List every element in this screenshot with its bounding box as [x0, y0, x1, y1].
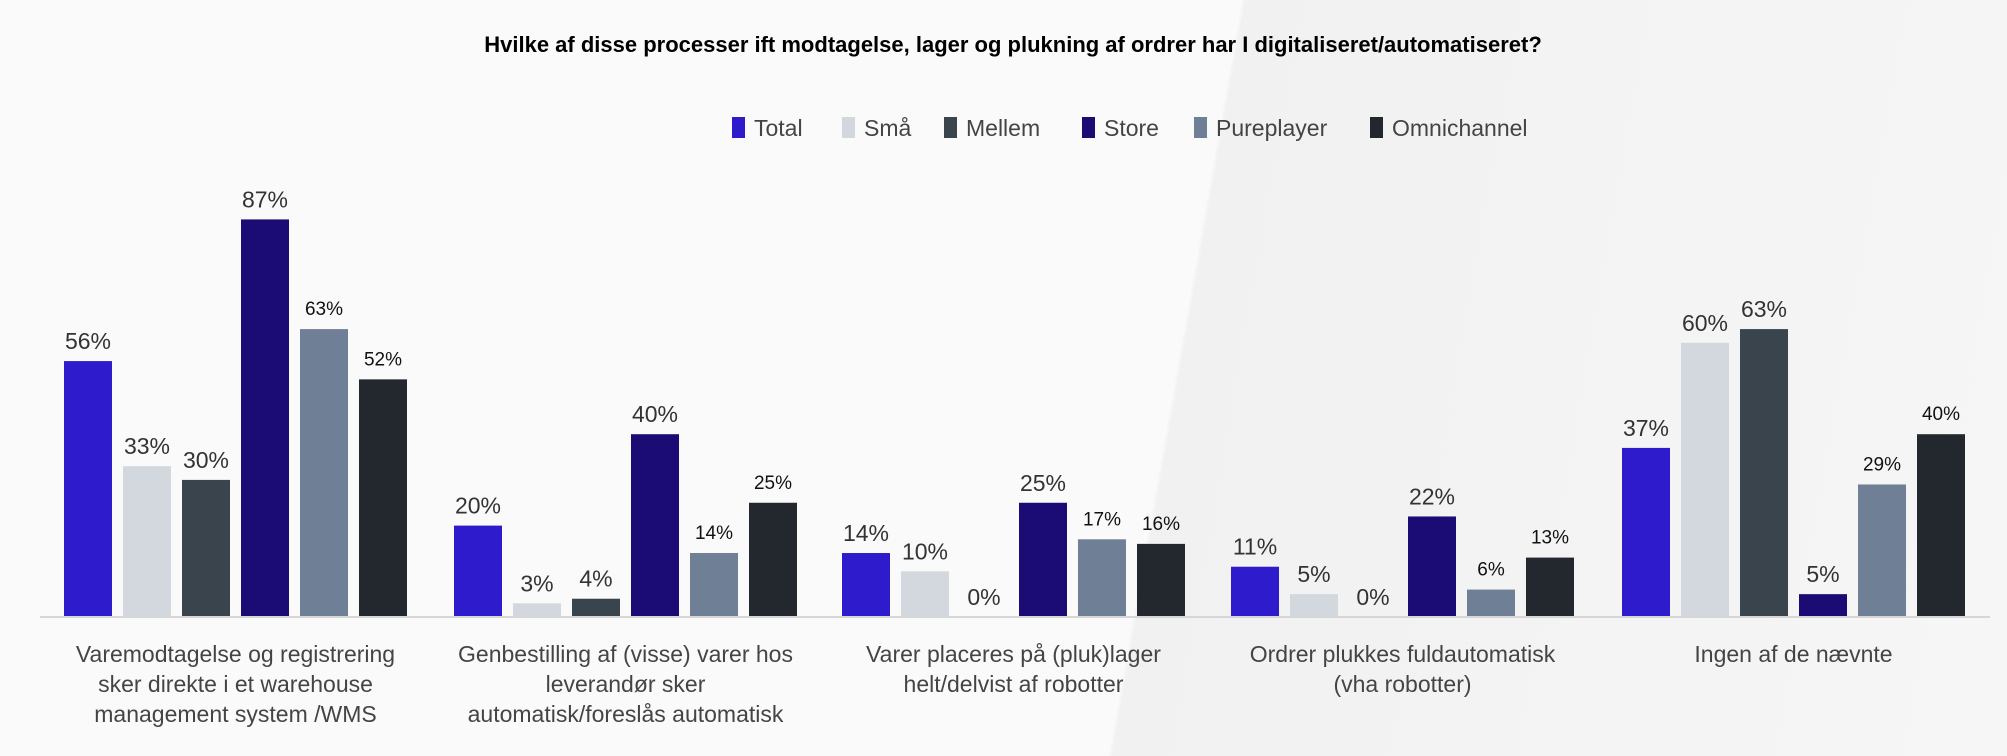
- bar: [1290, 594, 1338, 617]
- bar: [1740, 329, 1788, 617]
- bar: [513, 603, 561, 617]
- bars: 56% 33% 30% 87% 63% 52% 20% 3% 4% 40% 14% 25% 14% 10%…: [64, 186, 1965, 617]
- bar: [241, 219, 289, 617]
- legend-label: Pureplayer: [1216, 115, 1328, 141]
- legend-swatch-mellem: [944, 117, 957, 138]
- bar: [300, 329, 348, 617]
- data-label: 3%: [520, 570, 553, 596]
- category-label: Genbestilling af (visse) varer hos levera…: [458, 641, 793, 727]
- legend-swatch-store: [1082, 117, 1095, 138]
- bar: [359, 379, 407, 617]
- bar: [631, 434, 679, 617]
- data-label: 63%: [305, 299, 343, 320]
- data-label: 0%: [967, 584, 1000, 610]
- data-label: 13%: [1531, 528, 1569, 549]
- category-labels: Varemodtagelse og registrering sker direk…: [76, 641, 1893, 727]
- bar: [454, 525, 502, 617]
- bar: [690, 553, 738, 617]
- bar: [1858, 484, 1906, 617]
- data-label: 60%: [1682, 310, 1728, 336]
- chart-title: Hvilke af disse processer ift modtagelse…: [484, 32, 1542, 57]
- bar: [1078, 539, 1126, 617]
- data-label: 37%: [1623, 415, 1669, 441]
- data-label: 25%: [1020, 470, 1066, 496]
- legend-swatch-omnichannel: [1370, 117, 1383, 138]
- category-label: Ordrer plukkes fuldautomatisk (vha robott…: [1250, 641, 1556, 697]
- bar: [182, 479, 230, 617]
- bar: [1917, 434, 1965, 617]
- legend-label: Omnichannel: [1392, 115, 1528, 141]
- data-label: 52%: [364, 349, 402, 370]
- data-label: 63%: [1741, 296, 1787, 322]
- bar: [749, 502, 797, 617]
- legend-swatch-små: [842, 117, 855, 138]
- bar: [1681, 342, 1729, 617]
- data-label: 4%: [579, 566, 612, 592]
- data-label: 22%: [1409, 483, 1455, 509]
- data-label: 20%: [455, 493, 501, 519]
- data-label: 5%: [1297, 561, 1330, 587]
- data-label: 5%: [1806, 561, 1839, 587]
- bar: [1231, 566, 1279, 617]
- bar: [1799, 594, 1847, 617]
- data-label: 14%: [695, 523, 733, 544]
- category-label: Varer placeres på (pluk)lager helt/delvis…: [866, 641, 1161, 697]
- legend-swatch-total: [732, 117, 745, 138]
- data-label: 87%: [242, 186, 288, 212]
- data-label: 40%: [1922, 404, 1960, 425]
- legend-label: Mellem: [966, 115, 1040, 141]
- bar: [123, 466, 171, 617]
- data-label: 17%: [1083, 509, 1121, 530]
- data-label: 14%: [843, 520, 889, 546]
- bar: [1526, 557, 1574, 617]
- bar: [1622, 447, 1670, 617]
- bar: [64, 361, 112, 617]
- category-label: Ingen af de nævnte: [1694, 641, 1892, 667]
- data-label: 10%: [902, 538, 948, 564]
- data-label: 11%: [1233, 534, 1277, 560]
- data-label: 0%: [1356, 584, 1389, 610]
- bar: [1408, 516, 1456, 617]
- bar: [842, 553, 890, 617]
- legend: Total Små Mellem Store Pureplayer Omnichannel: [732, 115, 1528, 141]
- data-label: 25%: [754, 473, 792, 494]
- data-label: 40%: [632, 401, 678, 427]
- legend-label: Små: [864, 115, 912, 141]
- category-label: Varemodtagelse og registrering sker direk…: [76, 641, 395, 727]
- legend-swatch-pureplayer: [1194, 117, 1207, 138]
- data-label: 30%: [183, 447, 229, 473]
- bar: [901, 571, 949, 617]
- bar: [1137, 543, 1185, 617]
- bar: [1019, 502, 1067, 617]
- data-label: 6%: [1477, 560, 1505, 581]
- bar: [572, 598, 620, 617]
- data-label: 16%: [1142, 514, 1180, 535]
- legend-label: Total: [754, 115, 803, 141]
- data-label: 33%: [124, 433, 170, 459]
- data-label: 29%: [1863, 454, 1901, 475]
- legend-label: Store: [1104, 115, 1159, 141]
- data-label: 56%: [65, 328, 111, 354]
- bar: [1467, 589, 1515, 617]
